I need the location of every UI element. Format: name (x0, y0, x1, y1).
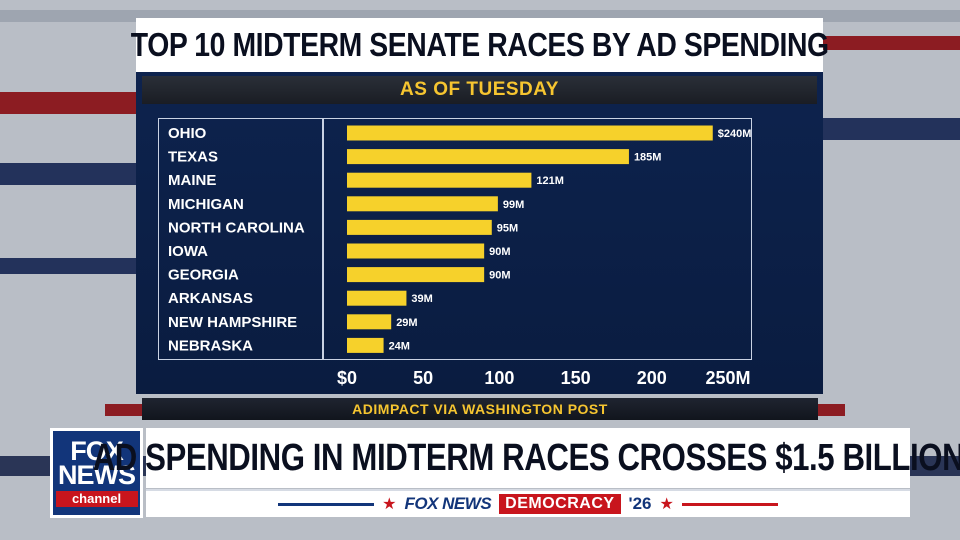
logo-channel-text: channel (55, 491, 138, 507)
category-label: NEBRASKA (168, 337, 253, 354)
logo-news-text: NEWS (58, 460, 136, 490)
ticker-brand: FOX NEWS (404, 494, 492, 513)
category-label: TEXAS (168, 149, 218, 166)
data-label: 95M (497, 222, 518, 234)
data-label: 99M (503, 199, 524, 211)
category-label: MAINE (168, 172, 216, 189)
data-label: 39M (411, 293, 432, 305)
headline-bar: AD SPENDING IN MIDTERM RACES CROSSES $1.… (92, 428, 960, 488)
category-label: ARKANSAS (168, 290, 253, 307)
plot-frame (158, 118, 752, 360)
ticker-bar: ★ FOX NEWS DEMOCRACY '26 ★ (146, 489, 910, 517)
chart-graphic: TOP 10 MIDTERM SENATE RACES BY AD SPENDI… (131, 18, 829, 394)
headline: AD SPENDING IN MIDTERM RACES CROSSES $1.… (92, 436, 960, 479)
fox-news-channel-logo: FOX NEWS channel (50, 428, 143, 518)
category-label: GEORGIA (168, 267, 239, 284)
x-tick-label: 250M (705, 368, 750, 388)
background-stripe (0, 163, 140, 185)
data-label: 90M (489, 246, 510, 258)
data-label: 121M (536, 175, 564, 187)
x-tick-label: $0 (337, 368, 357, 388)
background-stripe (0, 258, 140, 274)
x-tick-label: 150 (561, 368, 591, 388)
data-label: 29M (396, 317, 417, 329)
data-label: 90M (489, 270, 510, 282)
ticker-line-right (681, 502, 778, 506)
star-icon: ★ (382, 496, 397, 513)
logo-fox-text: FOX (70, 436, 124, 466)
bar (347, 337, 384, 353)
bar (347, 314, 392, 330)
bar (347, 172, 532, 188)
category-label: NEW HAMPSHIRE (168, 314, 297, 331)
title-bar: TOP 10 MIDTERM SENATE RACES BY AD SPENDI… (131, 18, 829, 72)
data-label: 185M (634, 152, 662, 164)
category-label: OHIO (168, 125, 207, 142)
bar-chart: OHIO $240M TEXAS 185M MAINE 121M MICHIGAN 99M NO… (168, 125, 752, 388)
bar (347, 267, 485, 283)
bar (347, 149, 629, 165)
background-stripe (0, 92, 140, 114)
background-stripe (820, 36, 960, 50)
category-label: MICHIGAN (168, 196, 244, 213)
ticker-line-left (278, 502, 375, 506)
chart-title: TOP 10 MIDTERM SENATE RACES BY AD SPENDI… (130, 26, 829, 63)
bar (347, 290, 407, 306)
x-tick-label: 200 (637, 368, 667, 388)
x-tick-label: 50 (413, 368, 433, 388)
category-label: NORTH CAROLINA (168, 219, 305, 236)
label-divider (322, 118, 324, 360)
bar (347, 125, 713, 141)
source-bar: ADIMPACT VIA WASHINGTON POST (142, 398, 818, 420)
x-tick-label: 100 (484, 368, 514, 388)
bar (347, 196, 498, 212)
bar (347, 219, 492, 235)
logo-inner: FOX NEWS channel (53, 431, 140, 515)
category-label: IOWA (168, 243, 208, 260)
background-stripe (820, 118, 960, 140)
star-icon: ★ (659, 496, 674, 513)
ticker-year: '26 (628, 494, 652, 513)
ticker-section: DEMOCRACY (499, 494, 621, 514)
chart-subtitle: AS OF TUESDAY (400, 79, 559, 100)
subtitle-bar: AS OF TUESDAY (142, 76, 817, 104)
chart-source: ADIMPACT VIA WASHINGTON POST (352, 401, 608, 417)
bar (347, 243, 485, 259)
data-label: 24M (389, 340, 410, 352)
data-label: $240M (718, 128, 752, 140)
